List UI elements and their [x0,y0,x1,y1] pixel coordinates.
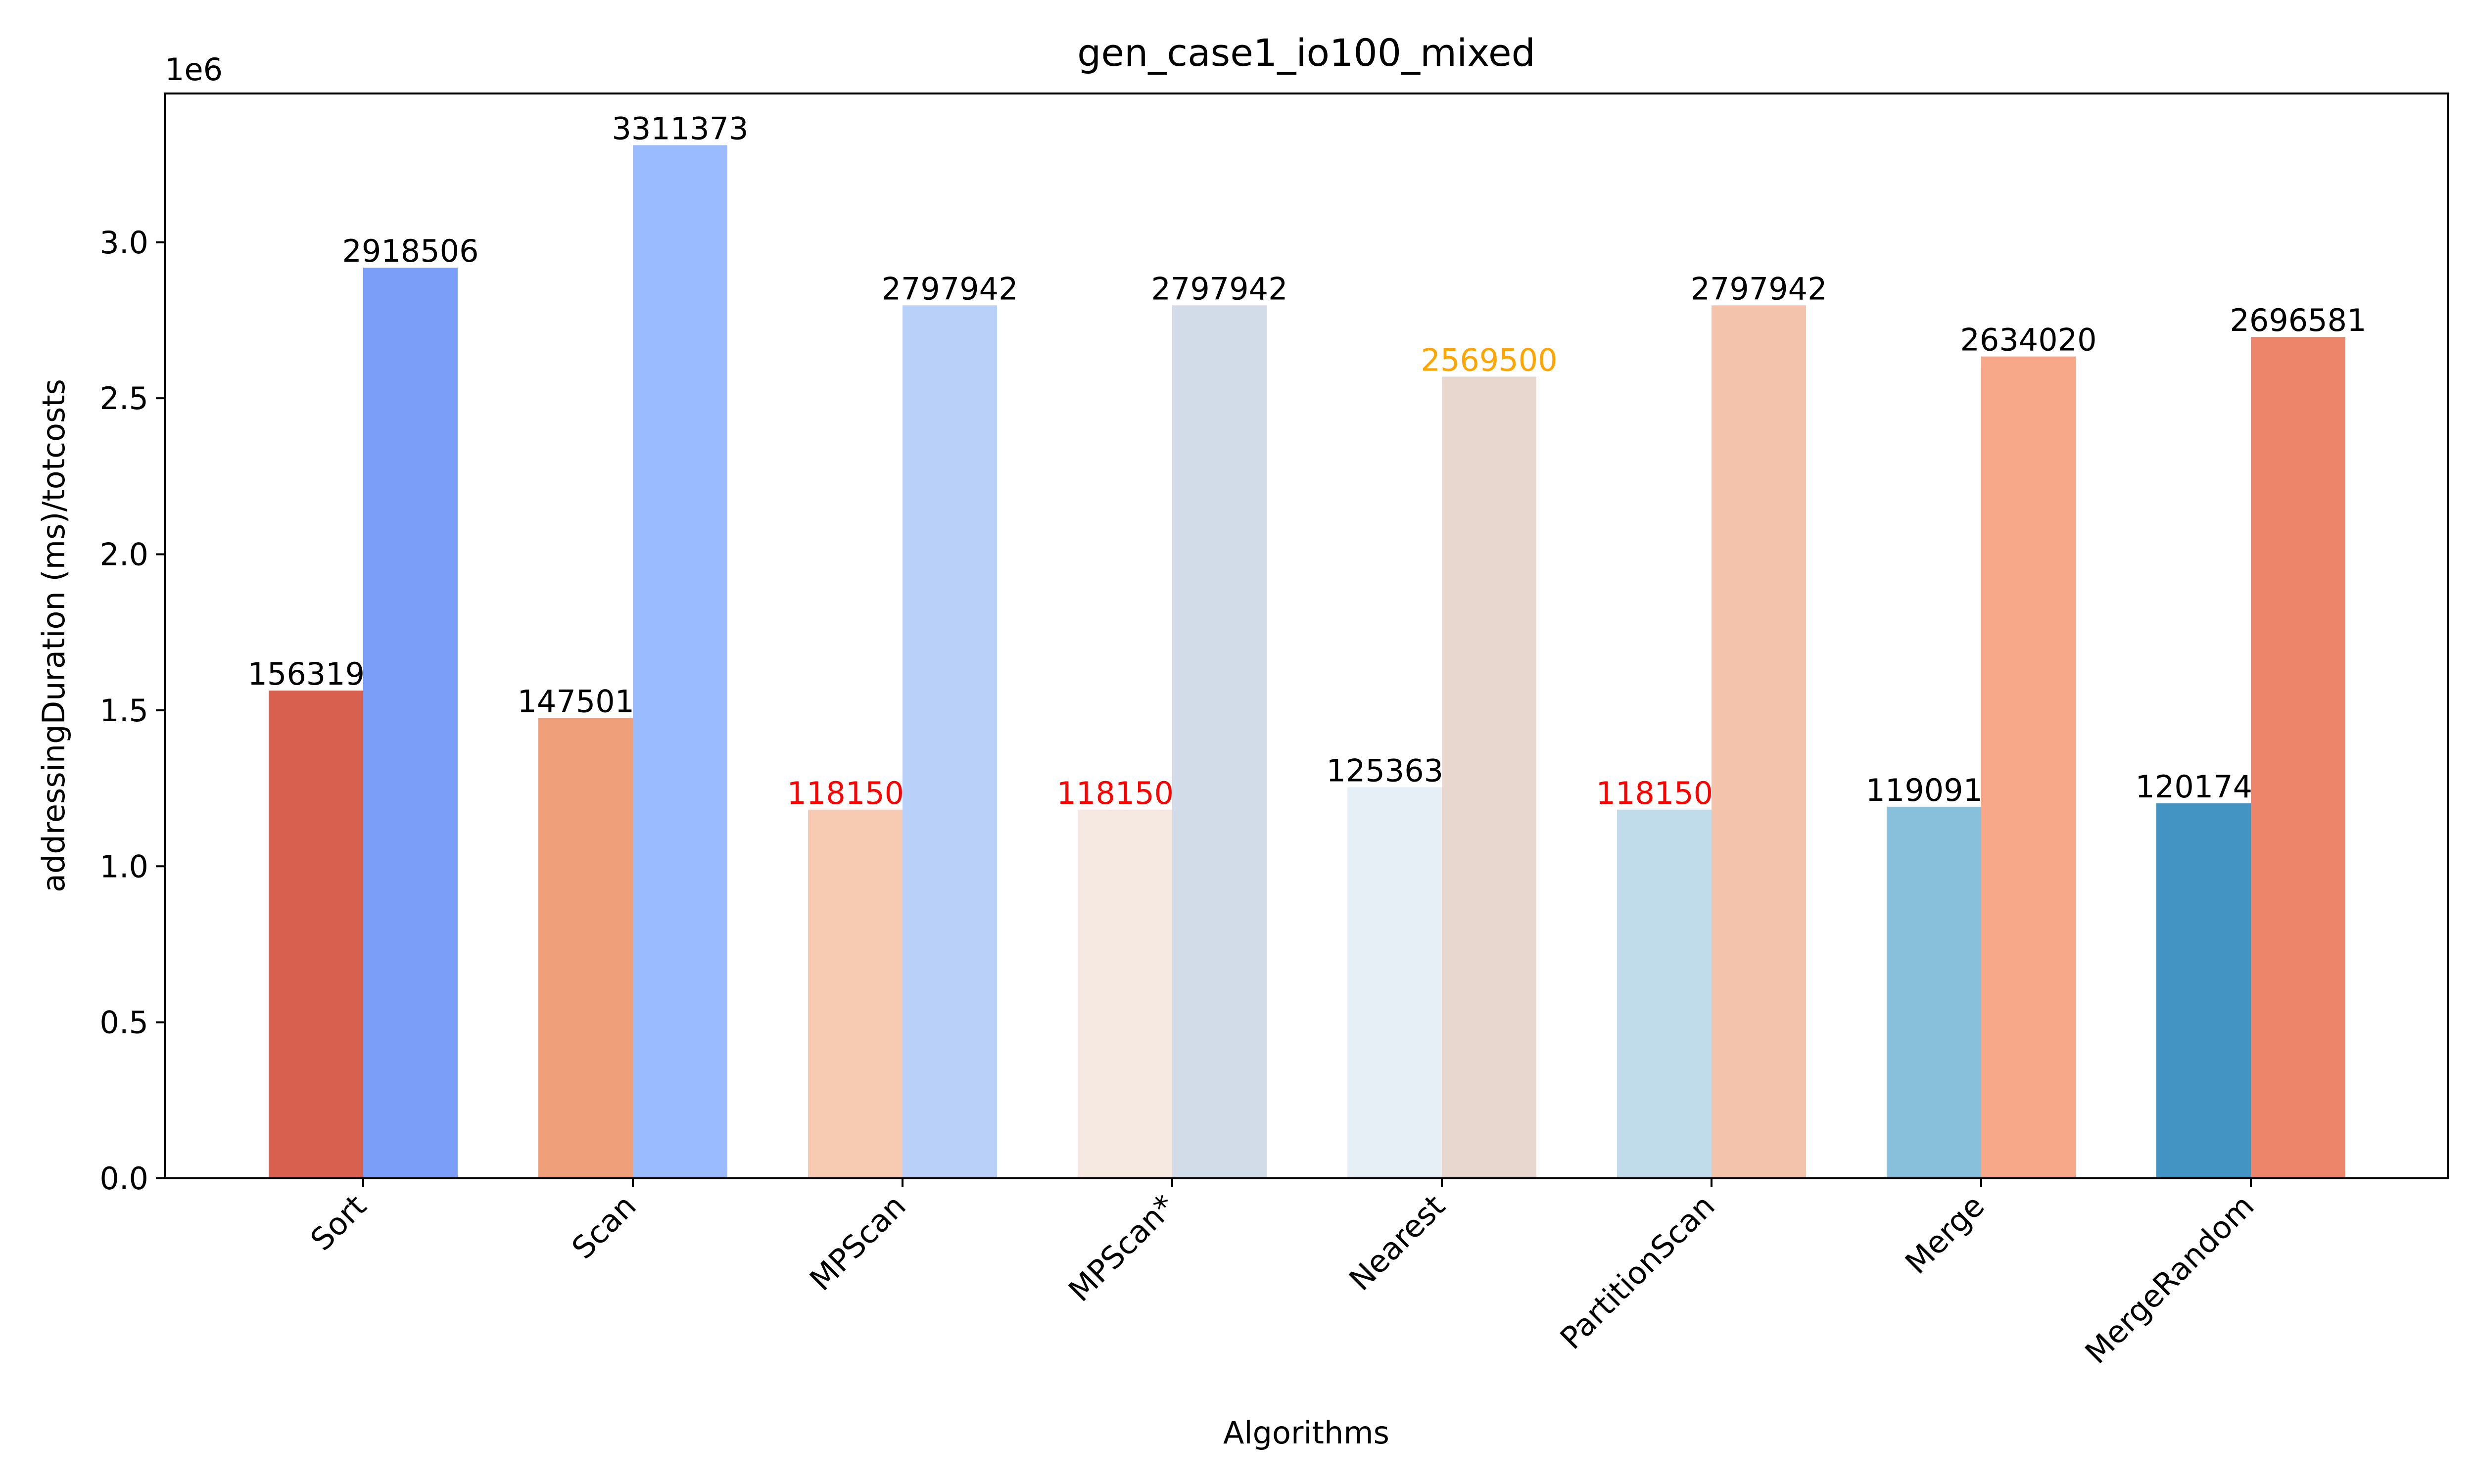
bar-value-label: 1181502 [1596,775,1732,811]
y-tick-label: 2.5 [99,380,148,417]
bar-value-label: 2918506 [342,233,478,269]
bar-value-label: 2634020 [1960,322,2096,358]
bar-value-label: 1563194 [247,656,384,692]
y-tick-label: 0.5 [99,1005,148,1041]
x-tick-label: MPScan [803,1188,912,1298]
chart-title: gen_case1_io100_mixed [1077,31,1535,75]
y-axis-label: addressingDuration (ms)/totcosts [36,379,72,892]
x-tick-label: Scan [565,1188,643,1266]
bar-b [633,145,727,1179]
bar-b [1712,305,1806,1178]
bar-a [269,691,363,1178]
bar-a [1078,809,1172,1178]
x-tick-label: MPScan* [1061,1188,1182,1308]
x-tick-label: Merge [1898,1188,1991,1281]
bar-value-label: 1190911 [1865,772,2002,808]
x-tick-label: MergeRandom [2078,1188,2261,1371]
bar-b [1442,376,1536,1178]
bar-b [903,305,997,1178]
bar-value-label: 1181502 [787,775,923,811]
bar-a [1347,787,1442,1178]
bar-a [808,809,903,1178]
y-tick-label: 0.0 [99,1160,148,1197]
plot-frame [164,93,2449,1179]
x-tick-label: PartitionScan [1553,1188,1722,1356]
bar-value-label: 3311373 [612,110,748,146]
bar-value-label: 1253630 [1326,752,1463,788]
bar-value-label: 2797942 [1151,271,1287,307]
bar-b [1172,305,1267,1178]
y-axis-offset-label: 1e6 [165,51,223,88]
bar-value-label: 1201742 [2135,769,2272,805]
bar-a [1617,809,1712,1178]
bar-b [2251,337,2345,1178]
bar-value-label: 2797942 [881,271,1018,307]
bar-b [363,268,458,1178]
y-tick-label: 1.5 [99,693,148,729]
bar-value-label: 2696581 [2230,302,2366,338]
bar-value-label: 1181502 [1056,775,1193,811]
bar-a [1887,806,1981,1178]
bar-value-label: 2569500 [1421,342,1557,378]
y-tick-label: 1.0 [99,848,148,884]
y-tick-label: 2.0 [99,537,148,573]
x-tick-label: Sort [303,1188,373,1257]
plot-area: 0.0 0.5 1.0 1.5 2.0 2.5 3.0 1563194 2918506 Sort 1… [99,110,2366,1371]
x-tick-label: Nearest [1342,1188,1452,1298]
bar-a [2156,803,2251,1178]
bar-value-label: 2797942 [1690,271,1827,307]
bar-b [1981,356,2076,1179]
bar-value-label: 1475015 [517,684,654,720]
y-tick-label: 3.0 [99,225,148,261]
bar-a [538,718,633,1178]
x-axis-label: Algorithms [1223,1415,1389,1451]
